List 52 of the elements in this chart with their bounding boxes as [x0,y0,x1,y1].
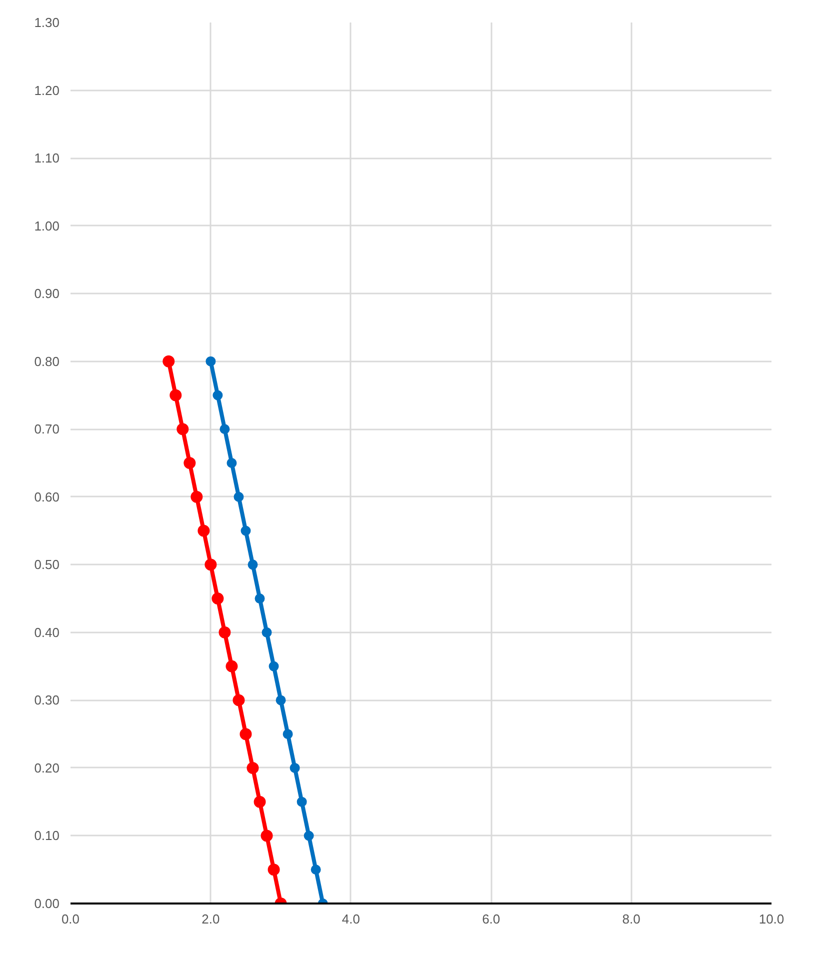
point [206,356,216,366]
point [310,864,321,875]
point [248,560,258,570]
point [220,424,230,434]
point [176,423,189,436]
point [190,490,203,503]
y-tick-label: 0.50 [34,557,60,572]
y-tick-label: 0.80 [34,354,60,369]
point [268,864,280,876]
point [226,458,237,468]
point [232,694,245,706]
point [290,762,300,773]
y-tick-label: 0.10 [34,828,60,844]
y-tick-label: 1.20 [34,82,60,98]
y-tick-label: 0.20 [34,760,60,776]
x-tick-label: 2.0 [202,912,220,926]
point [170,389,182,402]
point [218,626,231,638]
point [276,695,286,706]
point [304,830,314,841]
point [240,728,252,740]
point [198,524,210,537]
point [254,796,266,808]
y-tick-label: 1.00 [34,218,60,234]
x-tick-label: 6.0 [482,912,500,926]
point [254,594,265,604]
x-tick-label: 4.0 [342,912,360,926]
point [234,492,244,502]
y-tick-label: 1.30 [34,15,60,30]
point [262,627,272,638]
point [296,796,307,807]
y-tick-label: 0.60 [34,489,60,504]
x-tick-label: 10.0 [758,912,784,926]
x-tick-label: 8.0 [622,912,640,926]
point [184,457,196,469]
point [212,592,224,605]
point [212,390,223,400]
y-tick-label: 1.10 [34,150,60,166]
point [226,660,238,672]
point [246,762,259,774]
point [240,526,251,536]
point [162,355,175,368]
point [268,661,279,672]
x-tick-label: 0.0 [61,912,80,926]
point [260,830,273,842]
y-tick-label: 0.70 [34,422,60,437]
point [282,729,293,740]
y-tick-label: 0.40 [34,624,60,640]
point [204,558,217,571]
y-tick-label: 0.00 [34,896,60,911]
y-tick-label: 0.30 [34,692,60,708]
y-tick-label: 0.90 [34,286,60,302]
